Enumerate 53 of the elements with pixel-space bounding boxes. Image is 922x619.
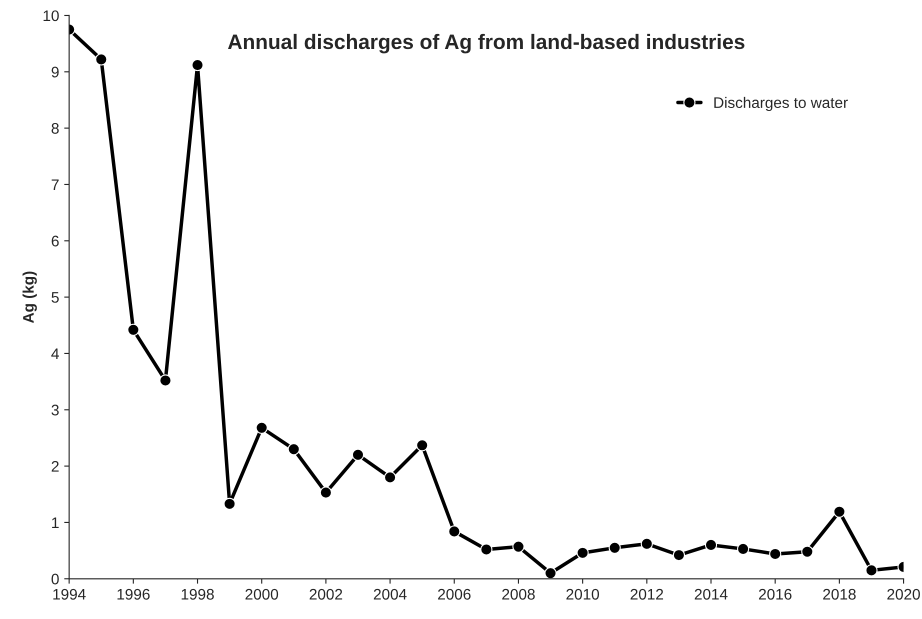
x-tick-label: 1994 [53, 588, 86, 600]
y-axis-title: Ag (kg) [22, 272, 37, 324]
point [608, 542, 621, 554]
point [865, 564, 878, 576]
point [191, 58, 204, 72]
point [769, 548, 782, 560]
x-tick-label: 2006 [438, 588, 471, 600]
point [672, 549, 685, 562]
y-tick-label: 7 [52, 179, 59, 190]
y-tick-label: 1 [52, 517, 59, 528]
x-tick-label: 1996 [118, 588, 150, 600]
point [833, 506, 846, 518]
point [224, 498, 236, 510]
point [801, 546, 814, 558]
x-tick-label: 2016 [758, 588, 792, 600]
point [256, 422, 268, 434]
point [512, 540, 525, 553]
y-tick-label: 6 [52, 236, 59, 246]
point [576, 546, 589, 559]
point [159, 374, 172, 387]
y-tick-label: 4 [51, 348, 59, 359]
point [288, 443, 300, 456]
x-tick-label: 2000 [245, 588, 278, 600]
x-tick-label: 1998 [182, 588, 214, 600]
x-tick-label: 2004 [374, 588, 407, 600]
point [352, 448, 364, 461]
y-tick-label: 8 [52, 123, 59, 134]
text: Annual discharges of Ag from land-based industries [228, 34, 744, 54]
point [640, 538, 653, 550]
point [480, 543, 492, 556]
y-tick-label: 3 [52, 404, 59, 416]
y-tick-label: 5 [52, 292, 59, 303]
y-tick-label: 0 [52, 574, 59, 584]
point [320, 486, 332, 499]
y-tick-label: 9 [52, 66, 59, 78]
x-tick-label: 2014 [694, 588, 728, 600]
point [737, 542, 750, 555]
x-tick-label: 2018 [823, 588, 856, 600]
x-tick-label: 2008 [502, 588, 535, 600]
x-tick-label: 2002 [310, 588, 342, 600]
x-tick-label: 2012 [630, 588, 664, 600]
point [384, 471, 396, 484]
point [704, 538, 718, 552]
x-tick-label: 2020 [887, 588, 920, 600]
point [544, 567, 557, 579]
legend-label: Discharges to water [714, 96, 848, 112]
y-tick-label: 2 [52, 460, 59, 472]
point [448, 525, 460, 538]
point [95, 53, 108, 66]
y-tick-label: 10 [44, 10, 59, 22]
point [127, 324, 140, 336]
point [416, 439, 428, 452]
x-tick-label: 2010 [566, 588, 600, 600]
